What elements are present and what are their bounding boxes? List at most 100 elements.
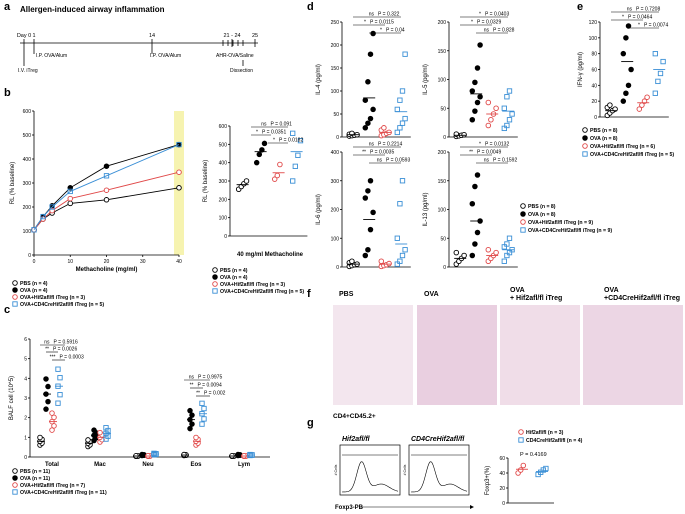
e-sig-star: * [622,15,624,21]
d-chart-0-y-tick-label: 200 [331,43,340,49]
b-dot-legend-text: OVA (n = 4) [220,275,248,281]
d-sig-p: P = 0.0115 [370,20,394,26]
g-y-tick-label: 20 [499,486,505,492]
e-point [620,98,627,104]
c-point [55,400,61,406]
b-dot-legend-text: PBS (n = 4) [220,268,248,274]
d-chart-3-y-tick-label: 50 [440,236,446,242]
d-chart-1-point [501,105,507,111]
c-point [139,451,145,458]
d-legend-text: PBS (n = 8) [528,204,556,210]
c-point [187,425,193,432]
d-sig-p: P = 0.0403 [485,12,509,18]
b-dot-point [253,159,260,166]
d-chart-0-point [397,125,403,131]
b-dot-point [243,178,250,184]
b-dot-y-tick-label: 600 [219,124,228,130]
d-chart-1-point [474,65,481,71]
d-sig-star: ** [469,150,473,156]
b-line-legend-text: OVA+CD4CreHif2afl/fl iTreg (n = 5) [20,302,104,308]
c-sig-p: P = 0.9975 [198,375,222,381]
g-hist-cd4-curve [410,461,468,493]
f-panel-label: OVA [604,287,619,294]
b-line-point [103,187,110,193]
b-line-xlabel: Methacholine (mg/ml) [76,267,138,273]
d-chart-2-point [399,252,406,259]
c-sig-p: P = 0.0026 [53,347,77,353]
d-chart-3-y-tick-label: 200 [438,150,447,156]
e-point [625,82,632,89]
d-chart-1-point [453,131,460,137]
c-point [55,366,61,372]
b-dot-xlabel: 40 mg/ml Methacholine [237,252,304,258]
c-category-label: Lym [238,462,250,468]
b-line-point [67,188,73,195]
d-chart-1-ylabel: IL-5 (pg/ml) [423,64,429,95]
c-point [199,400,205,406]
d-sig-star: * [364,20,366,26]
b-line-x-tick-label: 40 [176,259,182,265]
c-legend-marker [12,489,18,495]
event-label: I.V. iTreg [18,68,38,74]
d-chart-0-y-tick-label: 100 [331,89,340,95]
event-label: I.P. OVA/Alum [36,53,67,59]
b-line-point [40,213,46,220]
c-point [199,421,205,427]
d-chart-3-point [485,246,492,253]
c-point [49,427,55,433]
d-chart-0-ylabel: IL-4 (pg/ml) [316,64,322,95]
g-xlabel: Foxp3-PB [335,505,364,511]
d-chart-1-point [477,42,483,48]
d-chart-0-y-tick-label: 250 [331,20,340,26]
g-point [517,467,524,473]
d-chart-3-point [461,252,467,259]
b-dot-sig-star: * [256,130,258,136]
event-label: I.P. OVA/Alum [150,53,181,59]
c-sig-p: P = 0.0094 [198,383,222,389]
b-dot-point [295,152,301,158]
c-legend-marker [12,468,18,474]
d-chart-1-point [469,116,476,123]
d-chart-3-point [469,252,476,259]
d-legend-marker [520,203,526,209]
d-sig-p: P = 0.0132 [485,142,509,148]
c-point [91,427,97,433]
e-sig-star: ns [627,7,633,13]
b-line-x-tick-label: 30 [140,259,146,265]
d-sig-star: * [471,20,473,26]
d-sig-p: P = 0.04 [386,28,405,34]
timeline-label: 21 - 24 [223,33,240,39]
e-sig-p: P = 0.0074 [644,23,668,29]
b-dot-legend-marker [212,274,218,280]
event-label: Dissection [230,68,253,74]
e-legend-text: PBS (n = 8) [590,128,618,134]
lung-histology-ova-hif [500,305,580,405]
b-line-series [33,144,180,231]
e-point [625,23,632,29]
b-line-legend-text: OVA (n = 4) [20,288,48,294]
d-chart-1-point [485,122,492,129]
b-dot-y-tick-label: 0 [224,234,227,240]
c-legend-text: OVA (n = 11) [20,476,50,482]
b-dot-sig-star: * [273,138,275,144]
e-point [623,35,629,41]
d-chart-3-point [472,241,478,247]
g-hist-ylabel: # Cells [334,464,338,475]
d-chart-1-y-tick-label: 200 [438,20,447,26]
b-dot-sig-p: P = 0.0182 [279,138,303,144]
c-point [43,406,49,412]
timeline-label: 1 [32,33,35,39]
d-chart-2-y-tick-label: 400 [331,150,340,156]
panel-letter-c: c [4,304,10,316]
g-hist-fl-curve [341,461,399,493]
d-chart-1-point [504,122,510,129]
c-point [51,414,57,421]
g-legend-text: CD4CreHif2afl/fl (n = 4) [526,438,583,444]
g-p-value: P = 0.4169 [520,452,547,458]
b-line-legend-marker [12,294,18,300]
d-sig-p: P = 0.0035 [370,150,394,156]
d-sig-p: P = 0.0329 [477,20,501,26]
d-sig-star: ns [369,142,375,148]
f-panel-label: OVA [424,291,439,298]
d-chart-0-point [394,129,400,136]
